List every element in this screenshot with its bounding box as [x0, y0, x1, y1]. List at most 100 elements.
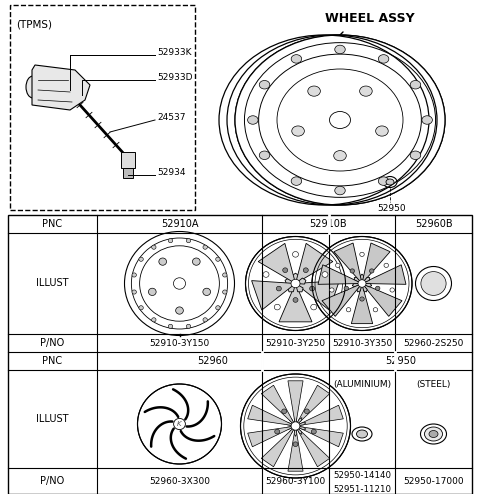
- Text: 52910B: 52910B: [310, 219, 348, 229]
- Ellipse shape: [378, 55, 389, 63]
- Text: K: K: [177, 421, 182, 427]
- Ellipse shape: [282, 409, 287, 413]
- Text: ILLUST: ILLUST: [36, 414, 69, 424]
- Bar: [8, 215, 472, 494]
- Ellipse shape: [376, 126, 388, 136]
- Ellipse shape: [293, 442, 298, 447]
- Ellipse shape: [137, 384, 221, 464]
- Ellipse shape: [176, 307, 183, 314]
- Text: P/NO: P/NO: [40, 338, 65, 348]
- Ellipse shape: [292, 126, 304, 136]
- Bar: [121, 152, 135, 168]
- Ellipse shape: [360, 252, 364, 256]
- Text: PNC: PNC: [42, 356, 62, 366]
- Ellipse shape: [276, 286, 281, 291]
- Polygon shape: [285, 422, 343, 447]
- Ellipse shape: [192, 258, 200, 265]
- Polygon shape: [285, 405, 343, 430]
- Ellipse shape: [26, 76, 40, 98]
- Ellipse shape: [148, 288, 156, 295]
- Ellipse shape: [263, 272, 269, 277]
- Polygon shape: [288, 244, 333, 292]
- Ellipse shape: [235, 35, 445, 205]
- Text: P/NO: P/NO: [40, 476, 65, 486]
- Ellipse shape: [139, 306, 144, 310]
- Polygon shape: [248, 422, 306, 447]
- Text: (TPMS): (TPMS): [16, 19, 52, 29]
- Ellipse shape: [216, 306, 220, 310]
- Ellipse shape: [274, 304, 280, 310]
- Ellipse shape: [168, 324, 173, 329]
- Ellipse shape: [159, 258, 167, 265]
- Ellipse shape: [410, 151, 421, 160]
- Ellipse shape: [429, 430, 438, 438]
- Text: 52933K: 52933K: [157, 47, 192, 56]
- Text: 52960: 52960: [198, 356, 228, 366]
- Ellipse shape: [186, 324, 191, 329]
- Text: 52910-3Y150: 52910-3Y150: [149, 338, 210, 347]
- Text: 52950-17000: 52950-17000: [403, 477, 464, 486]
- Ellipse shape: [304, 409, 309, 413]
- Polygon shape: [252, 278, 306, 310]
- Ellipse shape: [203, 318, 207, 322]
- Text: 52960-3X300: 52960-3X300: [149, 477, 210, 486]
- Ellipse shape: [223, 290, 227, 294]
- Polygon shape: [248, 405, 306, 430]
- Polygon shape: [289, 417, 330, 467]
- Ellipse shape: [390, 288, 395, 292]
- Ellipse shape: [373, 308, 378, 312]
- Ellipse shape: [386, 179, 394, 185]
- Ellipse shape: [291, 55, 301, 63]
- Polygon shape: [357, 243, 390, 292]
- Ellipse shape: [248, 116, 258, 124]
- Ellipse shape: [174, 418, 185, 430]
- Ellipse shape: [357, 430, 368, 438]
- Ellipse shape: [384, 263, 388, 267]
- Bar: [10, 5, 195, 210]
- Ellipse shape: [259, 151, 270, 160]
- Text: 52910-3Y350: 52910-3Y350: [332, 338, 392, 347]
- Ellipse shape: [311, 304, 317, 310]
- Polygon shape: [279, 273, 312, 322]
- Text: 24537: 24537: [157, 113, 185, 122]
- Ellipse shape: [344, 286, 348, 290]
- Ellipse shape: [283, 268, 288, 273]
- Ellipse shape: [358, 280, 366, 287]
- Ellipse shape: [422, 116, 432, 124]
- Text: (ALUMINIUM): (ALUMINIUM): [333, 379, 391, 388]
- Ellipse shape: [277, 69, 403, 171]
- Text: 52951-11210: 52951-11210: [333, 485, 391, 494]
- Ellipse shape: [378, 177, 389, 185]
- Polygon shape: [288, 381, 303, 436]
- Ellipse shape: [293, 297, 298, 302]
- Text: 52910-3Y250: 52910-3Y250: [265, 338, 325, 347]
- Ellipse shape: [245, 237, 346, 330]
- Ellipse shape: [132, 290, 136, 294]
- Polygon shape: [285, 278, 339, 310]
- Ellipse shape: [312, 429, 316, 434]
- Ellipse shape: [352, 427, 372, 441]
- Polygon shape: [32, 65, 90, 110]
- Ellipse shape: [223, 273, 227, 277]
- Text: 52933D: 52933D: [157, 73, 192, 82]
- Text: 52934: 52934: [157, 167, 185, 176]
- Ellipse shape: [275, 429, 280, 434]
- Ellipse shape: [421, 272, 446, 295]
- Polygon shape: [289, 385, 330, 434]
- Text: 52950-14140: 52950-14140: [333, 471, 391, 481]
- Ellipse shape: [416, 266, 452, 300]
- Polygon shape: [318, 265, 372, 287]
- Ellipse shape: [410, 81, 421, 89]
- Ellipse shape: [322, 272, 328, 277]
- Text: PNC: PNC: [42, 219, 62, 229]
- Ellipse shape: [420, 424, 446, 444]
- Text: 52960-3Y100: 52960-3Y100: [265, 477, 325, 486]
- Ellipse shape: [370, 269, 374, 273]
- Text: 52950: 52950: [385, 356, 416, 366]
- Ellipse shape: [308, 86, 320, 96]
- Bar: [123, 168, 133, 178]
- Text: 52950: 52950: [378, 204, 406, 212]
- Ellipse shape: [375, 286, 380, 290]
- Ellipse shape: [259, 81, 270, 89]
- Ellipse shape: [424, 427, 443, 441]
